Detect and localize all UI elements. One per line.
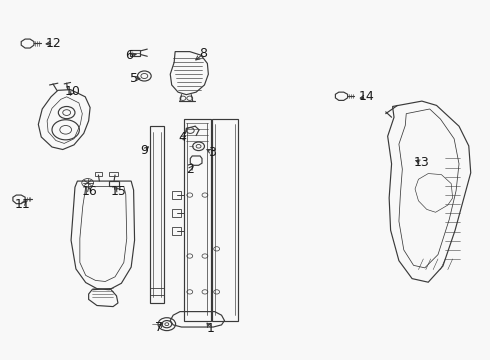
Bar — [184, 119, 211, 320]
Text: 10: 10 — [65, 85, 81, 98]
Text: 4: 4 — [178, 131, 186, 144]
Text: 15: 15 — [111, 185, 127, 198]
Bar — [172, 191, 181, 199]
Bar — [172, 209, 181, 217]
Text: 9: 9 — [141, 144, 148, 157]
Text: 14: 14 — [358, 90, 374, 103]
Text: 8: 8 — [199, 47, 207, 60]
Text: 7: 7 — [154, 321, 163, 334]
Bar — [109, 172, 118, 176]
Text: 2: 2 — [186, 163, 194, 176]
Text: 6: 6 — [125, 49, 133, 62]
Text: 3: 3 — [208, 145, 216, 158]
Bar — [109, 181, 119, 186]
Bar — [150, 126, 164, 303]
Text: 5: 5 — [130, 72, 138, 85]
Text: 1: 1 — [207, 322, 215, 335]
Text: 11: 11 — [15, 198, 30, 211]
Bar — [172, 226, 181, 235]
Bar — [95, 172, 102, 176]
Text: 12: 12 — [46, 36, 61, 50]
Text: 16: 16 — [82, 185, 98, 198]
Bar — [212, 119, 238, 320]
Bar — [130, 50, 141, 55]
Text: 13: 13 — [414, 156, 430, 169]
